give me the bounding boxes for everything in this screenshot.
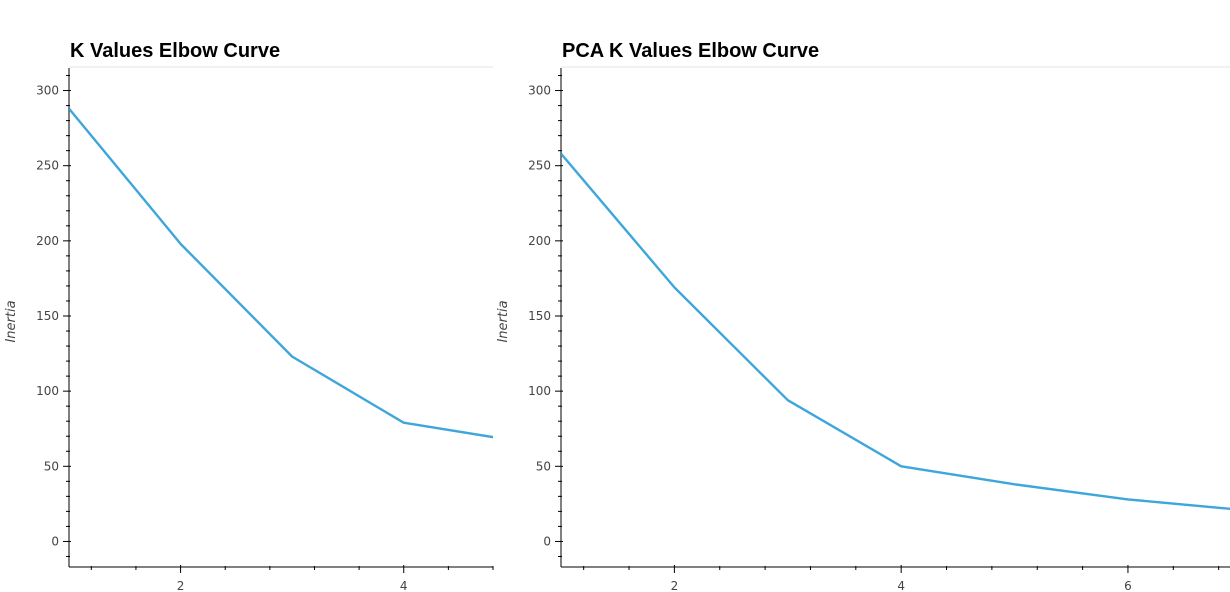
series-line <box>69 107 493 439</box>
y-tick-label: 100 <box>528 384 551 398</box>
y-tick-label: 0 <box>543 534 551 548</box>
chart-panel-pca-k-values: PCA K Values Elbow Curve 0 50 100 150 200 250 3… <box>495 0 1230 592</box>
elbow-curve-chart: K Values Elbow Curve 0 50 100 150 200 250 300 2 4… <box>4 40 494 592</box>
y-tick-label: 150 <box>528 309 551 323</box>
chart-title: PCA K Values Elbow Curve <box>562 40 819 62</box>
y-tick-label: 0 <box>51 534 59 548</box>
y-tick-label: 200 <box>528 234 551 248</box>
y-tick-label: 150 <box>36 309 59 323</box>
y-tick-label: 250 <box>36 159 59 173</box>
x-tick-label: 4 <box>400 579 408 592</box>
pca-elbow-curve-chart: PCA K Values Elbow Curve 0 50 100 150 200 250 3… <box>496 40 1230 592</box>
y-tick-label: 200 <box>36 234 59 248</box>
y-tick-label: 300 <box>528 84 551 98</box>
series-line <box>561 152 1230 511</box>
chart-title: K Values Elbow Curve <box>70 40 280 62</box>
y-axis-label: Inertia <box>4 300 19 342</box>
y-tick-label: 300 <box>36 84 59 98</box>
y-tick-label: 250 <box>528 159 551 173</box>
y-tick-label: 50 <box>536 459 551 473</box>
x-tick-label: 2 <box>177 579 185 592</box>
y-tick-label: 50 <box>44 459 59 473</box>
x-tick-label: 4 <box>897 579 905 592</box>
y-tick-label: 100 <box>36 384 59 398</box>
chart-panel-k-values: K Values Elbow Curve 0 50 100 150 200 250 300 2 4… <box>0 0 495 592</box>
x-tick-label: 6 <box>1124 579 1132 592</box>
x-tick-label: 2 <box>671 579 679 592</box>
y-axis-label: Inertia <box>496 300 511 342</box>
